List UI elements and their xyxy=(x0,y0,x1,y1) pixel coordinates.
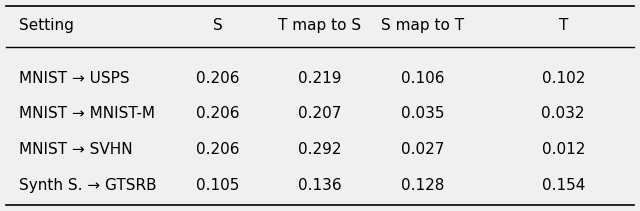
Text: 0.035: 0.035 xyxy=(401,106,444,122)
Text: 0.027: 0.027 xyxy=(401,142,444,157)
Text: 0.032: 0.032 xyxy=(541,106,585,122)
Text: S map to T: S map to T xyxy=(381,18,464,33)
Text: 0.136: 0.136 xyxy=(298,178,342,193)
Text: 0.102: 0.102 xyxy=(541,70,585,86)
Text: 0.206: 0.206 xyxy=(196,106,239,122)
Text: T map to S: T map to S xyxy=(278,18,362,33)
Text: S: S xyxy=(212,18,223,33)
Text: MNIST → SVHN: MNIST → SVHN xyxy=(19,142,133,157)
Text: 0.207: 0.207 xyxy=(298,106,342,122)
Text: 0.012: 0.012 xyxy=(541,142,585,157)
Text: 0.292: 0.292 xyxy=(298,142,342,157)
Text: Setting: Setting xyxy=(19,18,74,33)
Text: 0.106: 0.106 xyxy=(401,70,444,86)
Text: 0.128: 0.128 xyxy=(401,178,444,193)
Text: T: T xyxy=(559,18,568,33)
Text: 0.219: 0.219 xyxy=(298,70,342,86)
Text: 0.105: 0.105 xyxy=(196,178,239,193)
Text: MNIST → USPS: MNIST → USPS xyxy=(19,70,130,86)
Text: 0.154: 0.154 xyxy=(541,178,585,193)
Text: MNIST → MNIST-M: MNIST → MNIST-M xyxy=(19,106,155,122)
Text: 0.206: 0.206 xyxy=(196,142,239,157)
Text: 0.206: 0.206 xyxy=(196,70,239,86)
Text: Synth S. → GTSRB: Synth S. → GTSRB xyxy=(19,178,157,193)
